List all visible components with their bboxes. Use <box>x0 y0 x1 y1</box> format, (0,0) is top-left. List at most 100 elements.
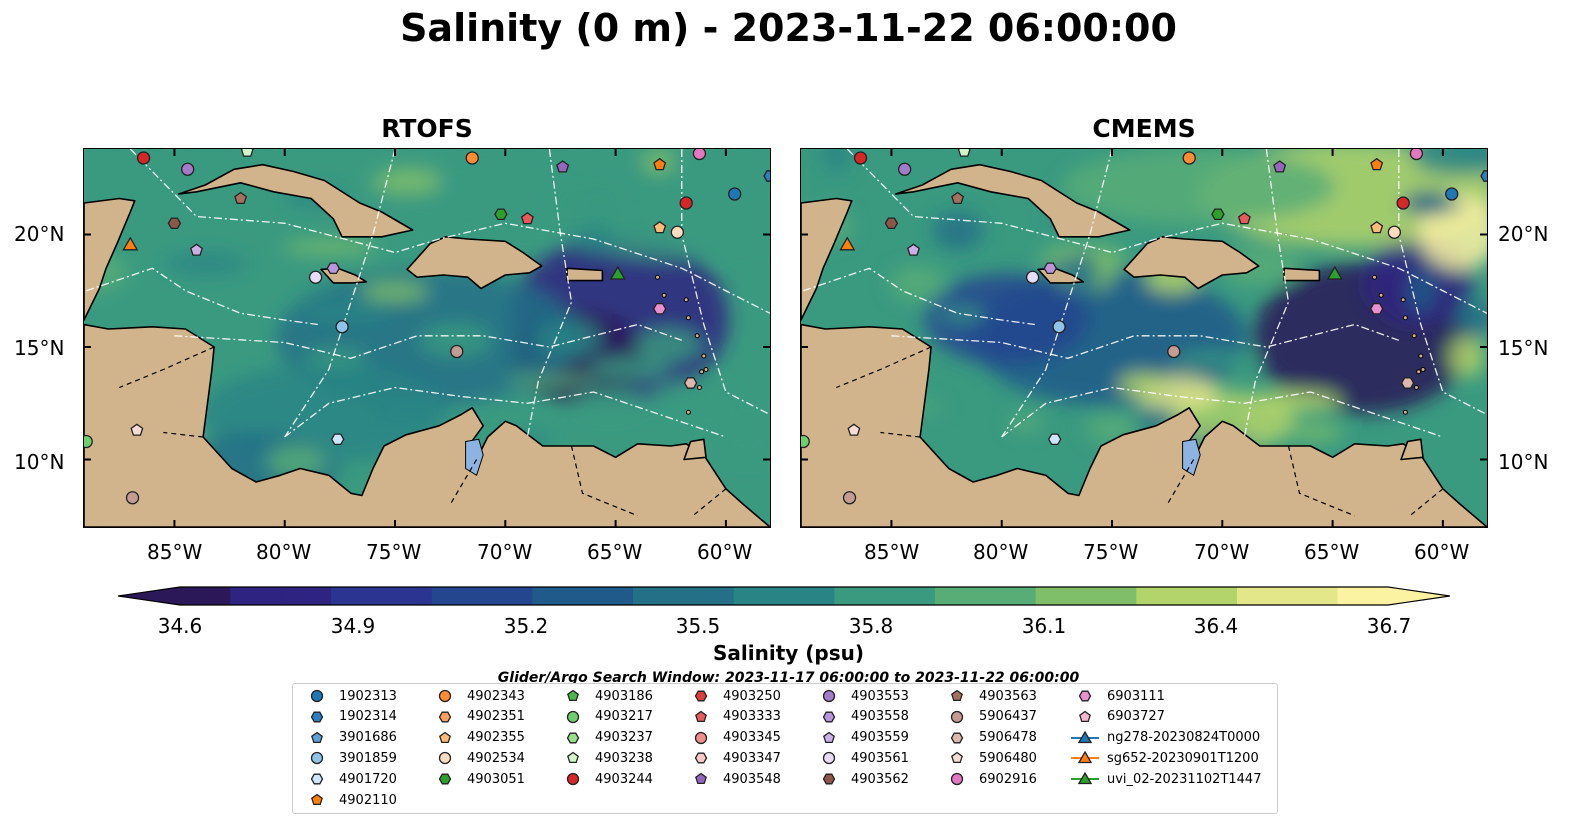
salinity-patch <box>303 348 369 369</box>
salinity-field <box>801 149 1487 488</box>
lat-tick-label: 20°N <box>1498 222 1549 246</box>
legend-marker <box>694 690 708 702</box>
island <box>1402 315 1408 321</box>
salinity-map-rtofs <box>84 149 770 527</box>
map-panel-cmems[interactable] <box>800 148 1488 528</box>
lon-tick-label: 80°W <box>256 540 312 564</box>
island <box>661 292 667 298</box>
country-border <box>163 431 204 438</box>
argo-float-marker <box>653 157 667 171</box>
legend-marker <box>567 689 579 702</box>
argo-float-marker <box>326 262 341 275</box>
salinity-patch <box>329 374 375 387</box>
salinity-patch <box>1289 424 1344 441</box>
salinity-patch <box>924 273 1090 365</box>
legend-marker <box>951 689 963 702</box>
legend-marker <box>311 731 323 743</box>
colorbar-gradient <box>117 586 1451 606</box>
island <box>1416 369 1422 375</box>
legend-marker <box>310 752 324 765</box>
legend-symbol <box>438 773 452 785</box>
eez-boundary <box>1398 149 1487 416</box>
lon-tick-label: 65°W <box>1304 540 1360 564</box>
argo-float-marker <box>125 491 140 505</box>
argo-float-marker <box>1387 225 1402 239</box>
legend-label: 4903333 <box>723 709 781 725</box>
salinity-patch <box>1250 390 1342 413</box>
legend-marker <box>566 732 580 744</box>
legend-entry: 4903250 <box>687 686 781 706</box>
legend-label: uvi_02-20231102T1447 <box>1107 771 1262 787</box>
legend-marker <box>822 752 836 765</box>
legend-symbol <box>823 731 835 743</box>
legend-entry: 4902534 <box>431 748 525 768</box>
legend-symbol <box>695 772 707 785</box>
argo-float-marker <box>652 302 667 315</box>
lon-tick-label: 75°W <box>366 540 422 564</box>
landmass <box>178 163 414 238</box>
legend-entry: 6903727 <box>1071 707 1165 727</box>
landmass <box>1400 438 1424 461</box>
legend-label: 6903727 <box>1107 709 1165 725</box>
argo-float-marker <box>465 151 479 165</box>
island <box>1400 297 1406 303</box>
legend-entry: 4903548 <box>687 769 781 789</box>
colorbar-segment <box>482 587 533 605</box>
eez-boundary <box>1001 149 1113 438</box>
colorbar-extend-min <box>118 587 180 605</box>
colorbar-segment <box>733 587 785 605</box>
colorbar-segment <box>1186 587 1238 605</box>
salinity-patch <box>1408 200 1466 213</box>
legend-marker <box>822 711 836 723</box>
colorbar-segment <box>582 587 634 605</box>
legend-marker <box>438 752 452 765</box>
legend-label: 4903561 <box>851 750 909 766</box>
legend-label: 5906437 <box>979 709 1037 725</box>
landmass <box>84 323 770 527</box>
legend-marker <box>951 752 963 764</box>
country-border <box>1409 488 1444 517</box>
legend-entry: 6903111 <box>1071 686 1165 706</box>
argo-float-marker <box>847 423 861 436</box>
argo-float-marker <box>308 270 323 284</box>
argo-float-marker <box>683 377 698 389</box>
legend-marker <box>438 711 452 723</box>
search-window-text: Glider/Argo Search Window: 2023-11-17 06… <box>497 670 1080 686</box>
legend-symbol <box>822 689 836 703</box>
legend-label: 4903238 <box>595 750 653 766</box>
legend-entry: 4903553 <box>815 686 909 706</box>
island <box>1411 333 1417 339</box>
legend-marker <box>310 689 324 703</box>
argo-float-marker <box>1445 187 1459 201</box>
argo-float-marker <box>951 191 965 205</box>
lon-tick-label: 60°W <box>1414 540 1470 564</box>
legend-label: 4903562 <box>851 771 909 787</box>
argo-float-marker <box>1396 196 1410 210</box>
legend-entry: 4903333 <box>687 707 781 727</box>
salinity-patch <box>937 308 986 321</box>
colorbar-segment <box>431 587 483 605</box>
lake-maracaibo <box>1182 438 1201 477</box>
colorbar-tick-label: 34.6 <box>157 614 203 638</box>
argo-float-marker <box>234 191 248 205</box>
salinity-patch <box>821 149 852 174</box>
argo-float-marker <box>1273 160 1287 173</box>
salinity-patch <box>889 266 947 301</box>
colorbar-segment <box>985 587 1037 605</box>
legend-symbol <box>950 710 964 723</box>
salinity-patch <box>1118 373 1168 396</box>
salinity-patch <box>164 252 249 275</box>
salinity-patch <box>1411 149 1487 176</box>
legend-symbol <box>694 752 708 764</box>
island <box>1420 367 1426 372</box>
legend-marker <box>823 731 835 743</box>
argo-float-marker <box>520 211 534 225</box>
lat-tick-label: 15°N <box>1498 336 1549 360</box>
colorbar-segment <box>1237 587 1288 605</box>
map-panel-rtofs[interactable] <box>83 148 771 528</box>
panel-title-rtofs: RTOFS <box>381 114 473 143</box>
legend-entry: 4902351 <box>431 707 525 727</box>
argo-float-marker <box>167 217 182 230</box>
legend-symbol <box>566 732 580 744</box>
argo-float-marker <box>130 423 144 436</box>
